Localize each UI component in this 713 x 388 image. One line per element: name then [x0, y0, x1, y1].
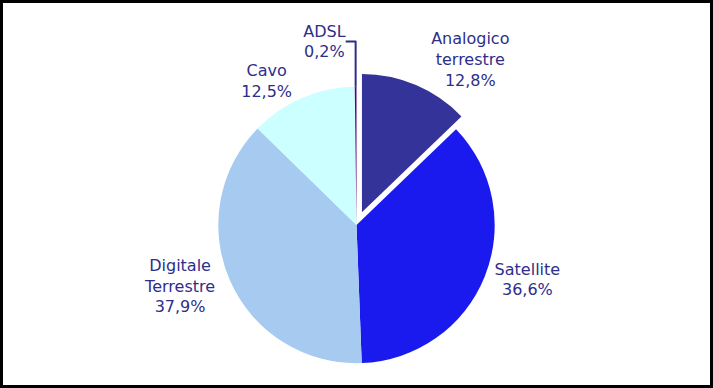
- svg-text:Analogicoterrestre12,8%: Analogicoterrestre12,8%: [431, 29, 509, 90]
- svg-text:Cavo12,5%: Cavo12,5%: [241, 61, 292, 101]
- svg-text:ADSL0,2%: ADSL0,2%: [303, 22, 345, 62]
- svg-text:Satellite36,6%: Satellite36,6%: [495, 260, 561, 300]
- svg-text:DigitaleTerrestre37,9%: DigitaleTerrestre37,9%: [144, 256, 215, 317]
